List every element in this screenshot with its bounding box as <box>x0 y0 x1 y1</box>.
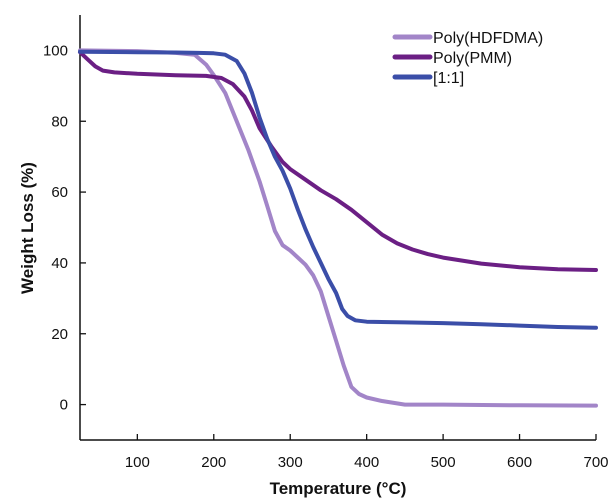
legend-label-3: [1:1] <box>433 70 464 87</box>
series-line-1 <box>78 48 598 408</box>
legend-label-2: Poly(PMM) <box>433 50 512 67</box>
x-tick-label: 200 <box>201 454 226 471</box>
legend: Poly(HDFDMA) Poly(PMM) [1:1] <box>392 30 543 87</box>
plot-area: 100 200 300 400 500 600 700 0 20 40 60 80 100 <box>43 15 609 471</box>
x-axis-ticks: 100 200 300 400 500 600 700 <box>125 434 609 471</box>
series-line-2 <box>78 50 598 272</box>
series-line-3 <box>78 49 598 330</box>
y-tick-label: 0 <box>60 397 68 414</box>
x-tick-label: 600 <box>507 454 532 471</box>
x-tick-label: 300 <box>278 454 303 471</box>
x-axis-title: Temperature (°C) <box>270 479 407 498</box>
y-axis-ticks: 0 20 40 60 80 100 <box>43 42 86 414</box>
series-lines <box>78 48 598 408</box>
y-tick-label: 60 <box>51 184 68 201</box>
legend-label-1: Poly(HDFDMA) <box>433 30 543 47</box>
x-tick-label: 400 <box>354 454 379 471</box>
x-tick-label: 700 <box>583 454 608 471</box>
x-tick-label: 100 <box>125 454 150 471</box>
x-tick-label: 500 <box>431 454 456 471</box>
y-tick-label: 40 <box>51 255 68 272</box>
y-tick-label: 100 <box>43 42 68 59</box>
y-axis-title: Weight Loss (%) <box>18 162 37 294</box>
y-tick-label: 80 <box>51 113 68 130</box>
y-tick-label: 20 <box>51 326 68 343</box>
